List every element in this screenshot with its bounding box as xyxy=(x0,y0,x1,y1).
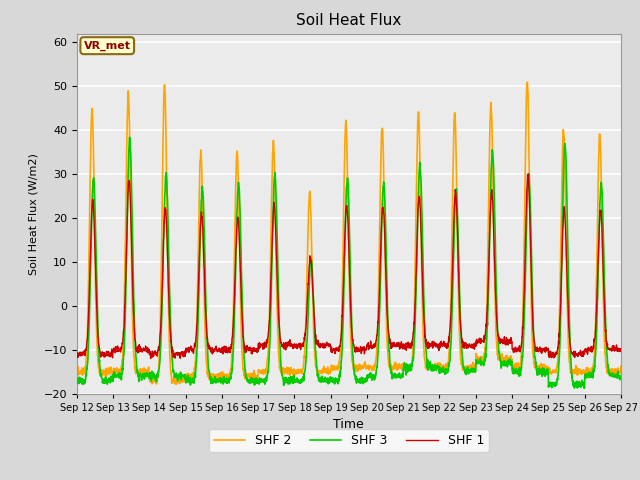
SHF 1 xyxy=(365,347,372,352)
SHF 1 xyxy=(570,352,577,358)
SHF 1 xyxy=(584,345,592,350)
SHF 3 xyxy=(126,134,134,140)
SHF 2 xyxy=(507,353,515,359)
SHF 1 xyxy=(147,356,154,361)
SHF 2 xyxy=(376,183,384,189)
SHF 3 xyxy=(507,362,515,368)
SHF 3 xyxy=(73,379,81,384)
Line: SHF 1: SHF 1 xyxy=(77,174,621,359)
Title: Soil Heat Flux: Soil Heat Flux xyxy=(296,13,401,28)
SHF 3 xyxy=(571,385,579,391)
Text: VR_met: VR_met xyxy=(84,40,131,51)
SHF 1 xyxy=(225,348,232,354)
SHF 1 xyxy=(524,171,532,177)
SHF 2 xyxy=(73,370,81,375)
SHF 2 xyxy=(617,363,625,369)
SHF 2 xyxy=(584,367,592,373)
Legend: SHF 2, SHF 3, SHF 1: SHF 2, SHF 3, SHF 1 xyxy=(209,429,489,452)
SHF 3 xyxy=(617,373,625,379)
SHF 1 xyxy=(376,256,384,262)
X-axis label: Time: Time xyxy=(333,418,364,431)
SHF 1 xyxy=(507,335,515,340)
SHF 3 xyxy=(225,380,232,385)
Line: SHF 3: SHF 3 xyxy=(77,137,621,388)
SHF 3 xyxy=(569,380,577,386)
SHF 2 xyxy=(225,372,232,377)
Y-axis label: Soil Heat Flux (W/m2): Soil Heat Flux (W/m2) xyxy=(28,153,38,275)
SHF 2 xyxy=(365,362,372,368)
SHF 2 xyxy=(173,381,180,387)
SHF 1 xyxy=(73,351,81,357)
SHF 2 xyxy=(570,367,577,373)
SHF 1 xyxy=(617,348,625,354)
Line: SHF 2: SHF 2 xyxy=(77,82,621,384)
SHF 3 xyxy=(584,372,592,378)
SHF 2 xyxy=(524,79,531,85)
SHF 3 xyxy=(376,279,384,285)
SHF 3 xyxy=(365,372,372,377)
